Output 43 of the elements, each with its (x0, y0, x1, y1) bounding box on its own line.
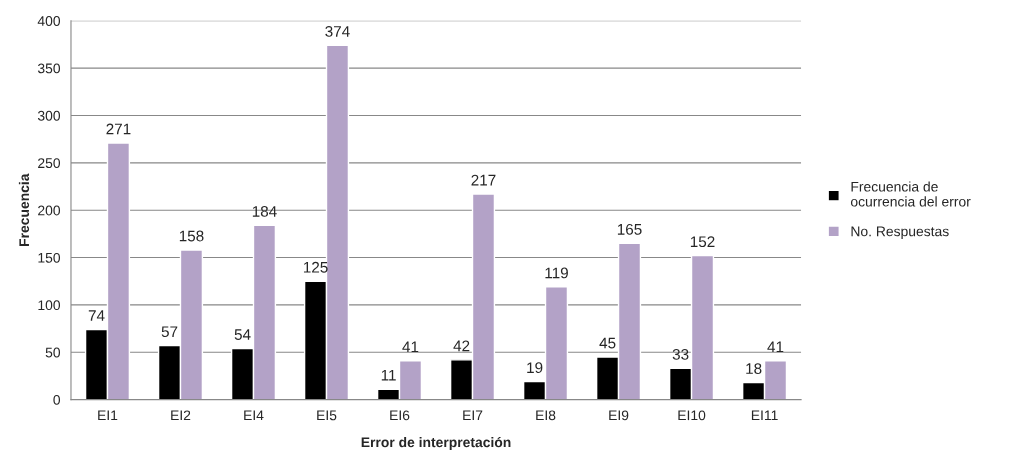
data-label: 165 (617, 223, 642, 235)
data-label: 41 (767, 341, 784, 353)
x-tick-label: EI5 (317, 410, 337, 421)
data-label: 42 (453, 340, 470, 352)
data-label: 54 (234, 329, 251, 340)
y-tick-label: 300 (37, 110, 61, 121)
data-label: 19 (527, 362, 543, 374)
legend-label: Frecuencia de ocurrencia del error (850, 181, 971, 207)
data-label: 45 (599, 337, 616, 349)
x-tick-label: EI11 (751, 410, 778, 421)
y-tick-label: 350 (37, 63, 61, 74)
y-tick-label: 100 (38, 300, 61, 311)
x-tick-label: EI1 (98, 410, 118, 421)
x-tick-label: EI10 (678, 410, 706, 421)
data-label: 57 (161, 326, 178, 338)
data-label: 217 (471, 174, 496, 186)
data-label: 33 (672, 348, 689, 360)
x-tick-label: EI6 (390, 410, 410, 421)
y-tick-label: 150 (38, 252, 61, 263)
y-tick-label: 50 (45, 347, 61, 358)
data-label: 271 (106, 123, 131, 135)
data-label: 41 (402, 341, 419, 353)
x-tick-label: EI2 (171, 410, 191, 421)
x-tick-label: EI8 (536, 410, 556, 421)
data-label: 374 (325, 26, 350, 37)
y-tick-label: 0 (53, 394, 61, 405)
y-tick-label: 400 (37, 16, 61, 26)
data-label: 158 (179, 230, 204, 242)
y-axis-title: Frecuencia (18, 173, 30, 246)
x-axis-title: Error de interpretación (361, 436, 511, 450)
legend-label: No. Respuestas (851, 226, 949, 240)
data-label: 184 (252, 205, 277, 217)
data-label: 11 (381, 369, 396, 381)
data-label: 18 (746, 363, 762, 375)
x-tick-label: EI4 (244, 410, 264, 421)
y-tick-label: 250 (38, 158, 61, 169)
data-label: 119 (545, 267, 568, 279)
y-tick-label: 200 (38, 205, 61, 216)
x-tick-label: EI9 (609, 410, 629, 421)
data-label: 74 (88, 310, 105, 321)
x-tick-label: EI7 (463, 410, 483, 421)
data-label: 125 (303, 261, 328, 273)
data-label: 152 (690, 236, 715, 248)
